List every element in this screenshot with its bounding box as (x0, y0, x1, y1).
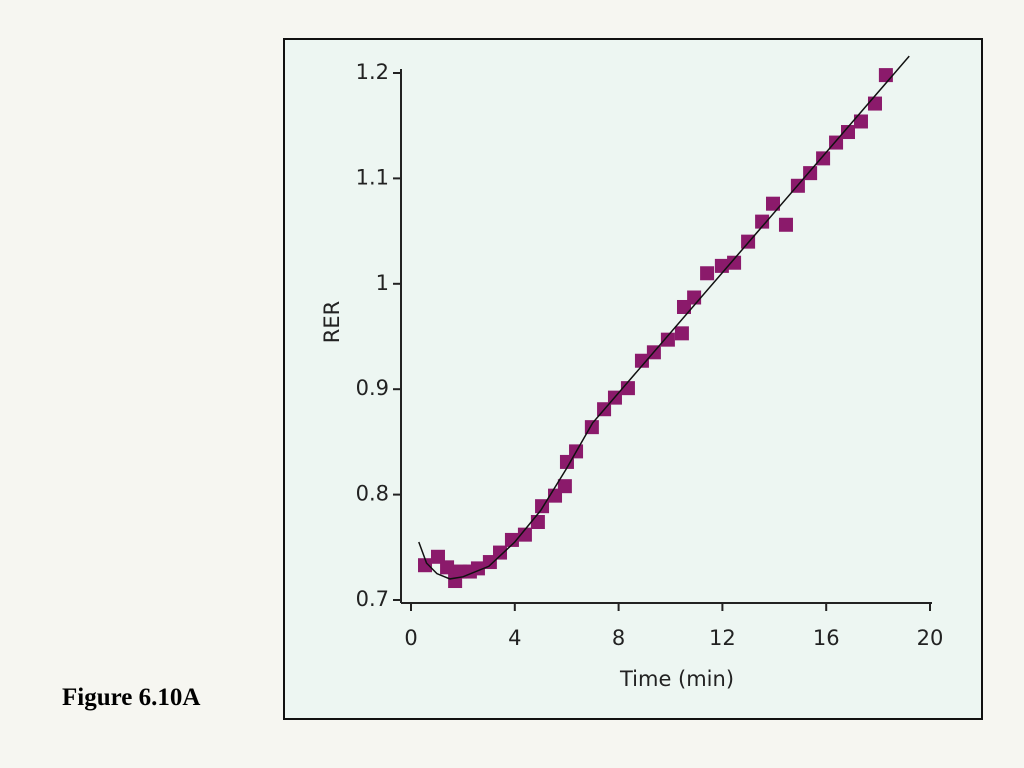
data-point (853, 114, 868, 129)
x-tick-label: 8 (612, 626, 625, 650)
data-point (714, 258, 729, 273)
fit-line (418, 55, 910, 580)
x-axis-label: Time (min) (619, 667, 734, 691)
data-point (620, 381, 635, 396)
x-tick-label: 4 (508, 626, 521, 650)
data-point (418, 558, 433, 573)
y-tick-label: 0.8 (356, 482, 389, 506)
data-point (816, 151, 831, 166)
y-axis-label: RER (320, 301, 344, 343)
data-point (557, 479, 572, 494)
data-point (430, 549, 445, 564)
y-tick-label: 1.2 (356, 60, 389, 84)
data-point (530, 515, 545, 530)
data-point (504, 532, 519, 547)
data-point (687, 290, 702, 305)
caption: Figure 6.10A (62, 684, 201, 711)
data-point (559, 454, 574, 469)
y-tick-label: 0.9 (356, 376, 389, 400)
x-tick-label: 20 (917, 626, 944, 650)
data-point (766, 196, 781, 211)
y-tick-label: 1.1 (356, 165, 389, 189)
data-point (660, 332, 675, 347)
data-point (727, 255, 742, 270)
data-point (778, 217, 793, 232)
data-point (674, 326, 689, 341)
data-point (867, 96, 882, 111)
x-tick-label: 0 (404, 626, 417, 650)
data-point (493, 545, 508, 560)
data-point (634, 353, 649, 368)
x-tick-label: 16 (813, 626, 840, 650)
data-point (878, 68, 893, 83)
data-point (840, 125, 855, 140)
data-point (803, 166, 818, 181)
data-point (755, 214, 770, 229)
data-point (440, 560, 455, 575)
data-point (700, 266, 715, 281)
data-point (517, 527, 532, 542)
y-tick-label: 0.7 (356, 587, 389, 611)
y-tick-label: 1 (376, 271, 389, 295)
x-tick-label: 12 (709, 626, 736, 650)
